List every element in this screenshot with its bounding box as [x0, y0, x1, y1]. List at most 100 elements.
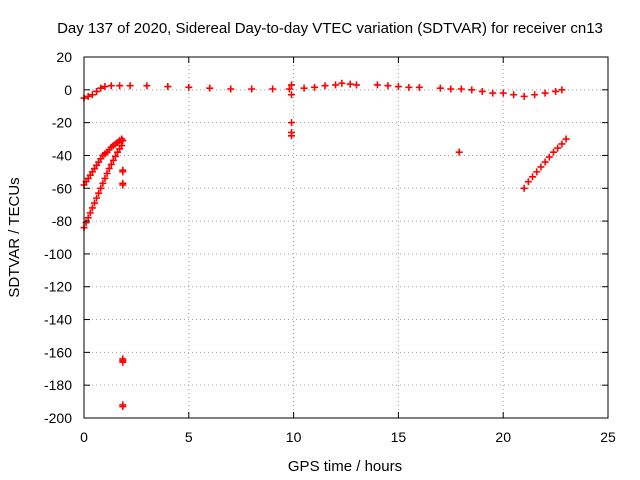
- data-point: [288, 132, 296, 140]
- data-point: [164, 83, 172, 91]
- data-point: [101, 174, 109, 182]
- data-point: [554, 144, 562, 152]
- data-point: [562, 135, 570, 143]
- data-point: [109, 156, 117, 164]
- data-point: [384, 82, 392, 90]
- data-point: [107, 82, 115, 90]
- plot-frame: [83, 56, 609, 419]
- x-tick-label: 15: [391, 429, 407, 445]
- data-point: [107, 160, 115, 168]
- data-point: [118, 142, 126, 150]
- x-tick-label: 25: [600, 429, 616, 445]
- data-point: [545, 153, 553, 161]
- data-point: [269, 85, 277, 93]
- x-tick-label: 10: [286, 429, 302, 445]
- data-point: [119, 403, 127, 411]
- data-marks: [80, 79, 570, 411]
- y-tick-label: -120: [44, 279, 72, 295]
- lower-arc-series: [80, 142, 126, 232]
- data-point: [529, 173, 537, 181]
- data-point: [436, 84, 444, 92]
- grid: [84, 57, 608, 418]
- data-point: [338, 79, 346, 87]
- data-point: [99, 179, 107, 187]
- data-point: [455, 148, 463, 156]
- x-axis-label: GPS time / hours: [288, 458, 402, 475]
- data-point: [227, 85, 235, 93]
- y-tick-label: 0: [64, 82, 72, 98]
- data-point: [103, 170, 111, 178]
- data-point: [533, 168, 541, 176]
- data-point: [97, 84, 105, 92]
- y-tick-label: -200: [44, 410, 72, 426]
- x-tick-label: 20: [495, 429, 511, 445]
- data-point: [541, 158, 549, 166]
- data-point: [116, 82, 124, 90]
- data-point: [489, 89, 497, 97]
- data-point: [88, 91, 96, 99]
- data-point: [285, 85, 293, 93]
- data-point: [288, 119, 296, 127]
- data-point: [95, 189, 103, 197]
- y-tick-label: -180: [44, 377, 72, 393]
- x-tick-label: 5: [185, 429, 193, 445]
- data-point: [394, 83, 402, 91]
- data-point: [552, 87, 560, 95]
- y-tick-label: -160: [44, 344, 72, 360]
- data-point: [541, 89, 549, 97]
- data-point: [520, 184, 528, 192]
- data-point: [119, 168, 127, 176]
- y-axis-label: SDTVAR / TECUs: [6, 177, 23, 297]
- data-point: [288, 81, 296, 89]
- data-point: [415, 83, 423, 91]
- data-point: [332, 81, 340, 89]
- data-point: [478, 87, 486, 95]
- data-point: [558, 140, 566, 148]
- data-point: [105, 165, 113, 173]
- x-tick-label: 0: [80, 429, 88, 445]
- data-point: [311, 83, 319, 91]
- data-point: [524, 178, 532, 186]
- y-tick-label: -80: [52, 213, 72, 229]
- data-point: [558, 86, 566, 94]
- data-point: [405, 83, 413, 91]
- main-trace-series: [80, 79, 566, 102]
- data-point: [86, 209, 94, 217]
- data-point: [126, 82, 134, 90]
- data-point: [111, 152, 119, 160]
- data-point: [457, 85, 465, 93]
- data-point: [88, 204, 96, 212]
- data-point: [352, 81, 360, 89]
- data-point: [84, 92, 92, 100]
- data-point: [550, 148, 558, 156]
- y-tick-label: -60: [52, 180, 72, 196]
- data-point: [143, 82, 151, 90]
- data-point: [185, 83, 193, 91]
- y-tick-label: -20: [52, 115, 72, 131]
- y-tick-label: -140: [44, 312, 72, 328]
- data-point: [93, 194, 101, 202]
- data-point: [447, 85, 455, 93]
- data-point: [119, 137, 127, 145]
- data-point: [531, 91, 539, 99]
- data-point: [101, 83, 109, 91]
- data-point: [499, 89, 507, 97]
- data-point: [520, 92, 528, 100]
- late-arc-series: [520, 135, 570, 192]
- data-point: [206, 84, 214, 92]
- data-point: [346, 80, 354, 88]
- data-point: [300, 84, 308, 92]
- outliers-series: [119, 81, 463, 411]
- chart-title: Day 137 of 2020, Sidereal Day-to-day VTE…: [57, 20, 603, 37]
- data-point: [510, 91, 518, 99]
- data-point: [248, 85, 256, 93]
- axis-ticks: 0 5 10 15 20 25 20 0 -20 -40 -60 -80 -100 -120 -140 -16…: [44, 49, 616, 445]
- data-point: [537, 163, 545, 171]
- data-point: [373, 81, 381, 89]
- y-tick-label: -40: [52, 147, 72, 163]
- data-point: [119, 181, 127, 189]
- y-tick-label: 20: [56, 49, 72, 65]
- data-point: [84, 214, 92, 222]
- data-point: [288, 91, 296, 99]
